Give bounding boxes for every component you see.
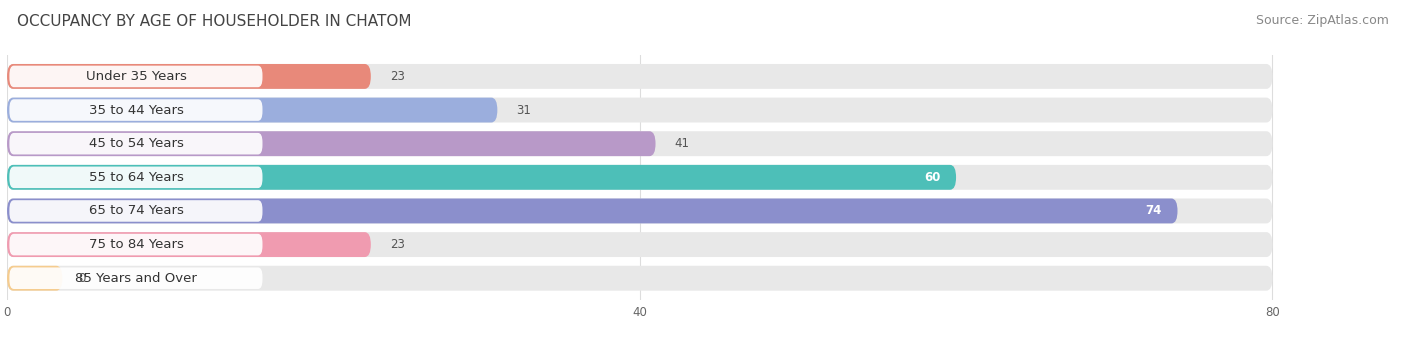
FancyBboxPatch shape <box>7 131 655 156</box>
FancyBboxPatch shape <box>7 64 371 89</box>
FancyBboxPatch shape <box>10 200 263 222</box>
Text: 0: 0 <box>79 272 86 285</box>
FancyBboxPatch shape <box>7 266 62 291</box>
FancyBboxPatch shape <box>7 198 1178 223</box>
Text: 85 Years and Over: 85 Years and Over <box>75 272 197 285</box>
Text: 41: 41 <box>675 137 689 150</box>
FancyBboxPatch shape <box>10 267 263 289</box>
FancyBboxPatch shape <box>7 266 1272 291</box>
Text: 45 to 54 Years: 45 to 54 Years <box>89 137 183 150</box>
FancyBboxPatch shape <box>7 98 498 122</box>
Text: 55 to 64 Years: 55 to 64 Years <box>89 171 183 184</box>
Text: 23: 23 <box>389 238 405 251</box>
FancyBboxPatch shape <box>7 64 1272 89</box>
Text: 75 to 84 Years: 75 to 84 Years <box>89 238 183 251</box>
Text: 31: 31 <box>516 104 531 117</box>
Text: 23: 23 <box>389 70 405 83</box>
FancyBboxPatch shape <box>10 234 263 255</box>
FancyBboxPatch shape <box>7 198 1272 223</box>
FancyBboxPatch shape <box>7 165 1272 190</box>
FancyBboxPatch shape <box>10 133 263 154</box>
Text: Source: ZipAtlas.com: Source: ZipAtlas.com <box>1256 14 1389 27</box>
Text: 60: 60 <box>924 171 941 184</box>
FancyBboxPatch shape <box>7 165 956 190</box>
FancyBboxPatch shape <box>10 99 263 121</box>
FancyBboxPatch shape <box>7 131 1272 156</box>
FancyBboxPatch shape <box>7 232 371 257</box>
Text: 65 to 74 Years: 65 to 74 Years <box>89 205 183 218</box>
Text: 35 to 44 Years: 35 to 44 Years <box>89 104 183 117</box>
Text: Under 35 Years: Under 35 Years <box>86 70 187 83</box>
FancyBboxPatch shape <box>10 66 263 87</box>
FancyBboxPatch shape <box>10 166 263 188</box>
Text: 74: 74 <box>1146 205 1161 218</box>
FancyBboxPatch shape <box>7 98 1272 122</box>
FancyBboxPatch shape <box>7 232 1272 257</box>
Text: OCCUPANCY BY AGE OF HOUSEHOLDER IN CHATOM: OCCUPANCY BY AGE OF HOUSEHOLDER IN CHATO… <box>17 14 412 29</box>
